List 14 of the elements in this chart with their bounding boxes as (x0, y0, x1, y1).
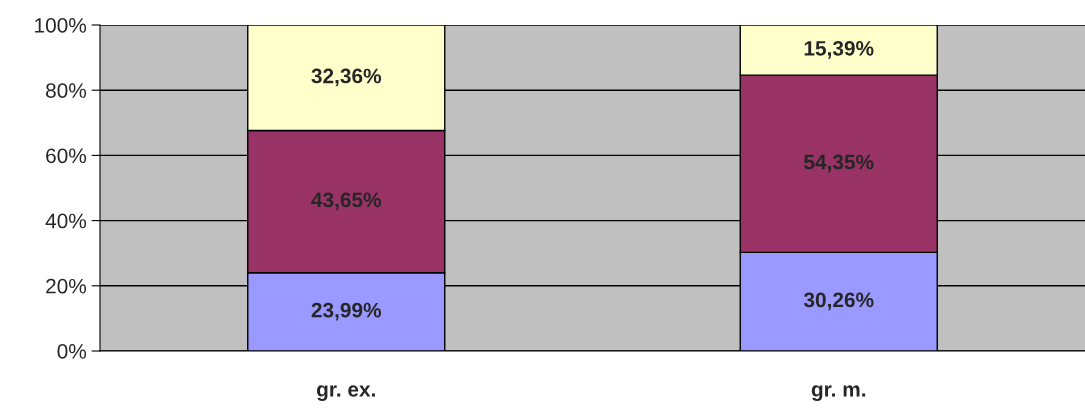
y-tick-label: 60% (46, 148, 87, 164)
data-label: 15,39% (804, 40, 874, 59)
y-tick-label: 0% (57, 344, 87, 359)
data-label: 32,36% (311, 68, 382, 87)
data-label: 23,99% (311, 302, 382, 321)
y-tick-label: 100% (35, 18, 87, 33)
data-label: 43,65% (311, 192, 382, 211)
y-tick-label: 40% (45, 213, 87, 229)
data-label: 30,26% (803, 292, 874, 311)
data-label: 54,35% (804, 154, 874, 173)
x-tick-label: gr. ex. (317, 385, 375, 401)
y-tick-label: 80% (46, 83, 87, 98)
x-tick-label: gr. m. (811, 385, 866, 401)
y-tick-label: 20% (46, 278, 87, 294)
